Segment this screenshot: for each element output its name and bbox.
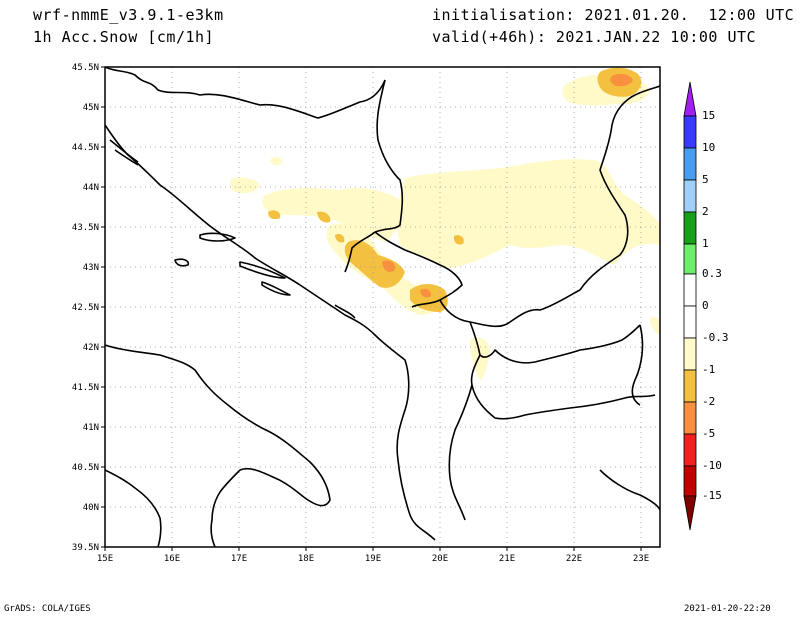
colorbar-label: 15 xyxy=(702,109,716,122)
colorbar-cell xyxy=(683,369,697,403)
colorbar xyxy=(683,81,697,531)
lat-label: 42.5N xyxy=(72,303,99,313)
lat-label: 45.5N xyxy=(72,63,99,73)
colorbar-label: 10 xyxy=(702,141,716,154)
lat-label: 40N xyxy=(83,503,99,513)
valid-time: valid(+46h): 2021.JAN.22 10:00 UTC xyxy=(432,28,757,46)
lon-label: 16E xyxy=(164,554,180,564)
lat-label: 39.5N xyxy=(72,543,99,553)
colorbar-cell xyxy=(683,337,697,371)
lat-label: 42N xyxy=(83,343,99,353)
lon-label: 19E xyxy=(365,554,381,564)
colorbar-label: 2 xyxy=(702,205,709,218)
colorbar-cell xyxy=(683,179,697,213)
lat-label: 45N xyxy=(83,103,99,113)
colorbar-label: -2 xyxy=(702,395,716,408)
colorbar-cell xyxy=(683,147,697,181)
colorbar-cell xyxy=(683,243,697,275)
init-time: initialisation: 2021.01.20. 12:00 UTC xyxy=(432,6,795,24)
lon-label: 23E xyxy=(633,554,649,564)
colorbar-cell xyxy=(683,115,697,149)
field-title: 1h Acc.Snow [cm/1h] xyxy=(33,28,215,46)
lon-label: 20E xyxy=(432,554,448,564)
lon-label: 22E xyxy=(566,554,582,564)
lat-label: 40.5N xyxy=(72,463,99,473)
colorbar-label: -0.3 xyxy=(702,331,729,344)
footer-timestamp: 2021-01-20-22:20 xyxy=(684,604,771,614)
colorbar-cell xyxy=(683,401,697,435)
map-frame xyxy=(104,66,661,548)
lat-label: 44N xyxy=(83,183,99,193)
tick-marks xyxy=(101,66,642,551)
colorbar-label: -5 xyxy=(702,427,716,440)
footer-credit: GrADS: COLA/IGES xyxy=(4,604,91,614)
lon-label: 17E xyxy=(231,554,247,564)
colorbar-cell xyxy=(683,273,697,307)
colorbar-label: 0.3 xyxy=(702,267,722,280)
snow-heavy-areas xyxy=(382,73,633,298)
coastlines-borders xyxy=(105,67,660,547)
colorbar-label: -15 xyxy=(702,489,722,502)
colorbar-label: -1 xyxy=(702,363,716,376)
grid-lines xyxy=(105,67,660,547)
lon-label: 15E xyxy=(97,554,113,564)
snow-light-areas xyxy=(230,74,660,380)
lat-label: 43.5N xyxy=(72,223,99,233)
lat-labels: 45.5N 45N 44.5N 44N 43.5N 43N 42.5N 42N … xyxy=(72,63,99,553)
lat-label: 41.5N xyxy=(72,383,99,393)
colorbar-cell xyxy=(683,465,697,497)
colorbar-label: -10 xyxy=(702,459,722,472)
lat-label: 44.5N xyxy=(72,143,99,153)
colorbar-bottom-arrow xyxy=(683,495,697,531)
colorbar-label: 5 xyxy=(702,173,709,186)
lon-label: 18E xyxy=(298,554,314,564)
colorbar-cell xyxy=(683,433,697,467)
colorbar-cell xyxy=(683,211,697,245)
colorbar-cell xyxy=(683,305,697,339)
model-title: wrf-nmmE_v3.9.1-e3km xyxy=(33,6,224,24)
colorbar-label: 1 xyxy=(702,237,709,250)
lon-label: 21E xyxy=(499,554,515,564)
lon-labels: 15E 16E 17E 18E 19E 20E 21E 22E 23E xyxy=(97,554,649,564)
lat-label: 43N xyxy=(83,263,99,273)
lat-label: 41N xyxy=(83,423,99,433)
snow-overlay xyxy=(230,67,660,380)
colorbar-top-arrow xyxy=(683,81,697,117)
colorbar-label: 0 xyxy=(702,299,709,312)
